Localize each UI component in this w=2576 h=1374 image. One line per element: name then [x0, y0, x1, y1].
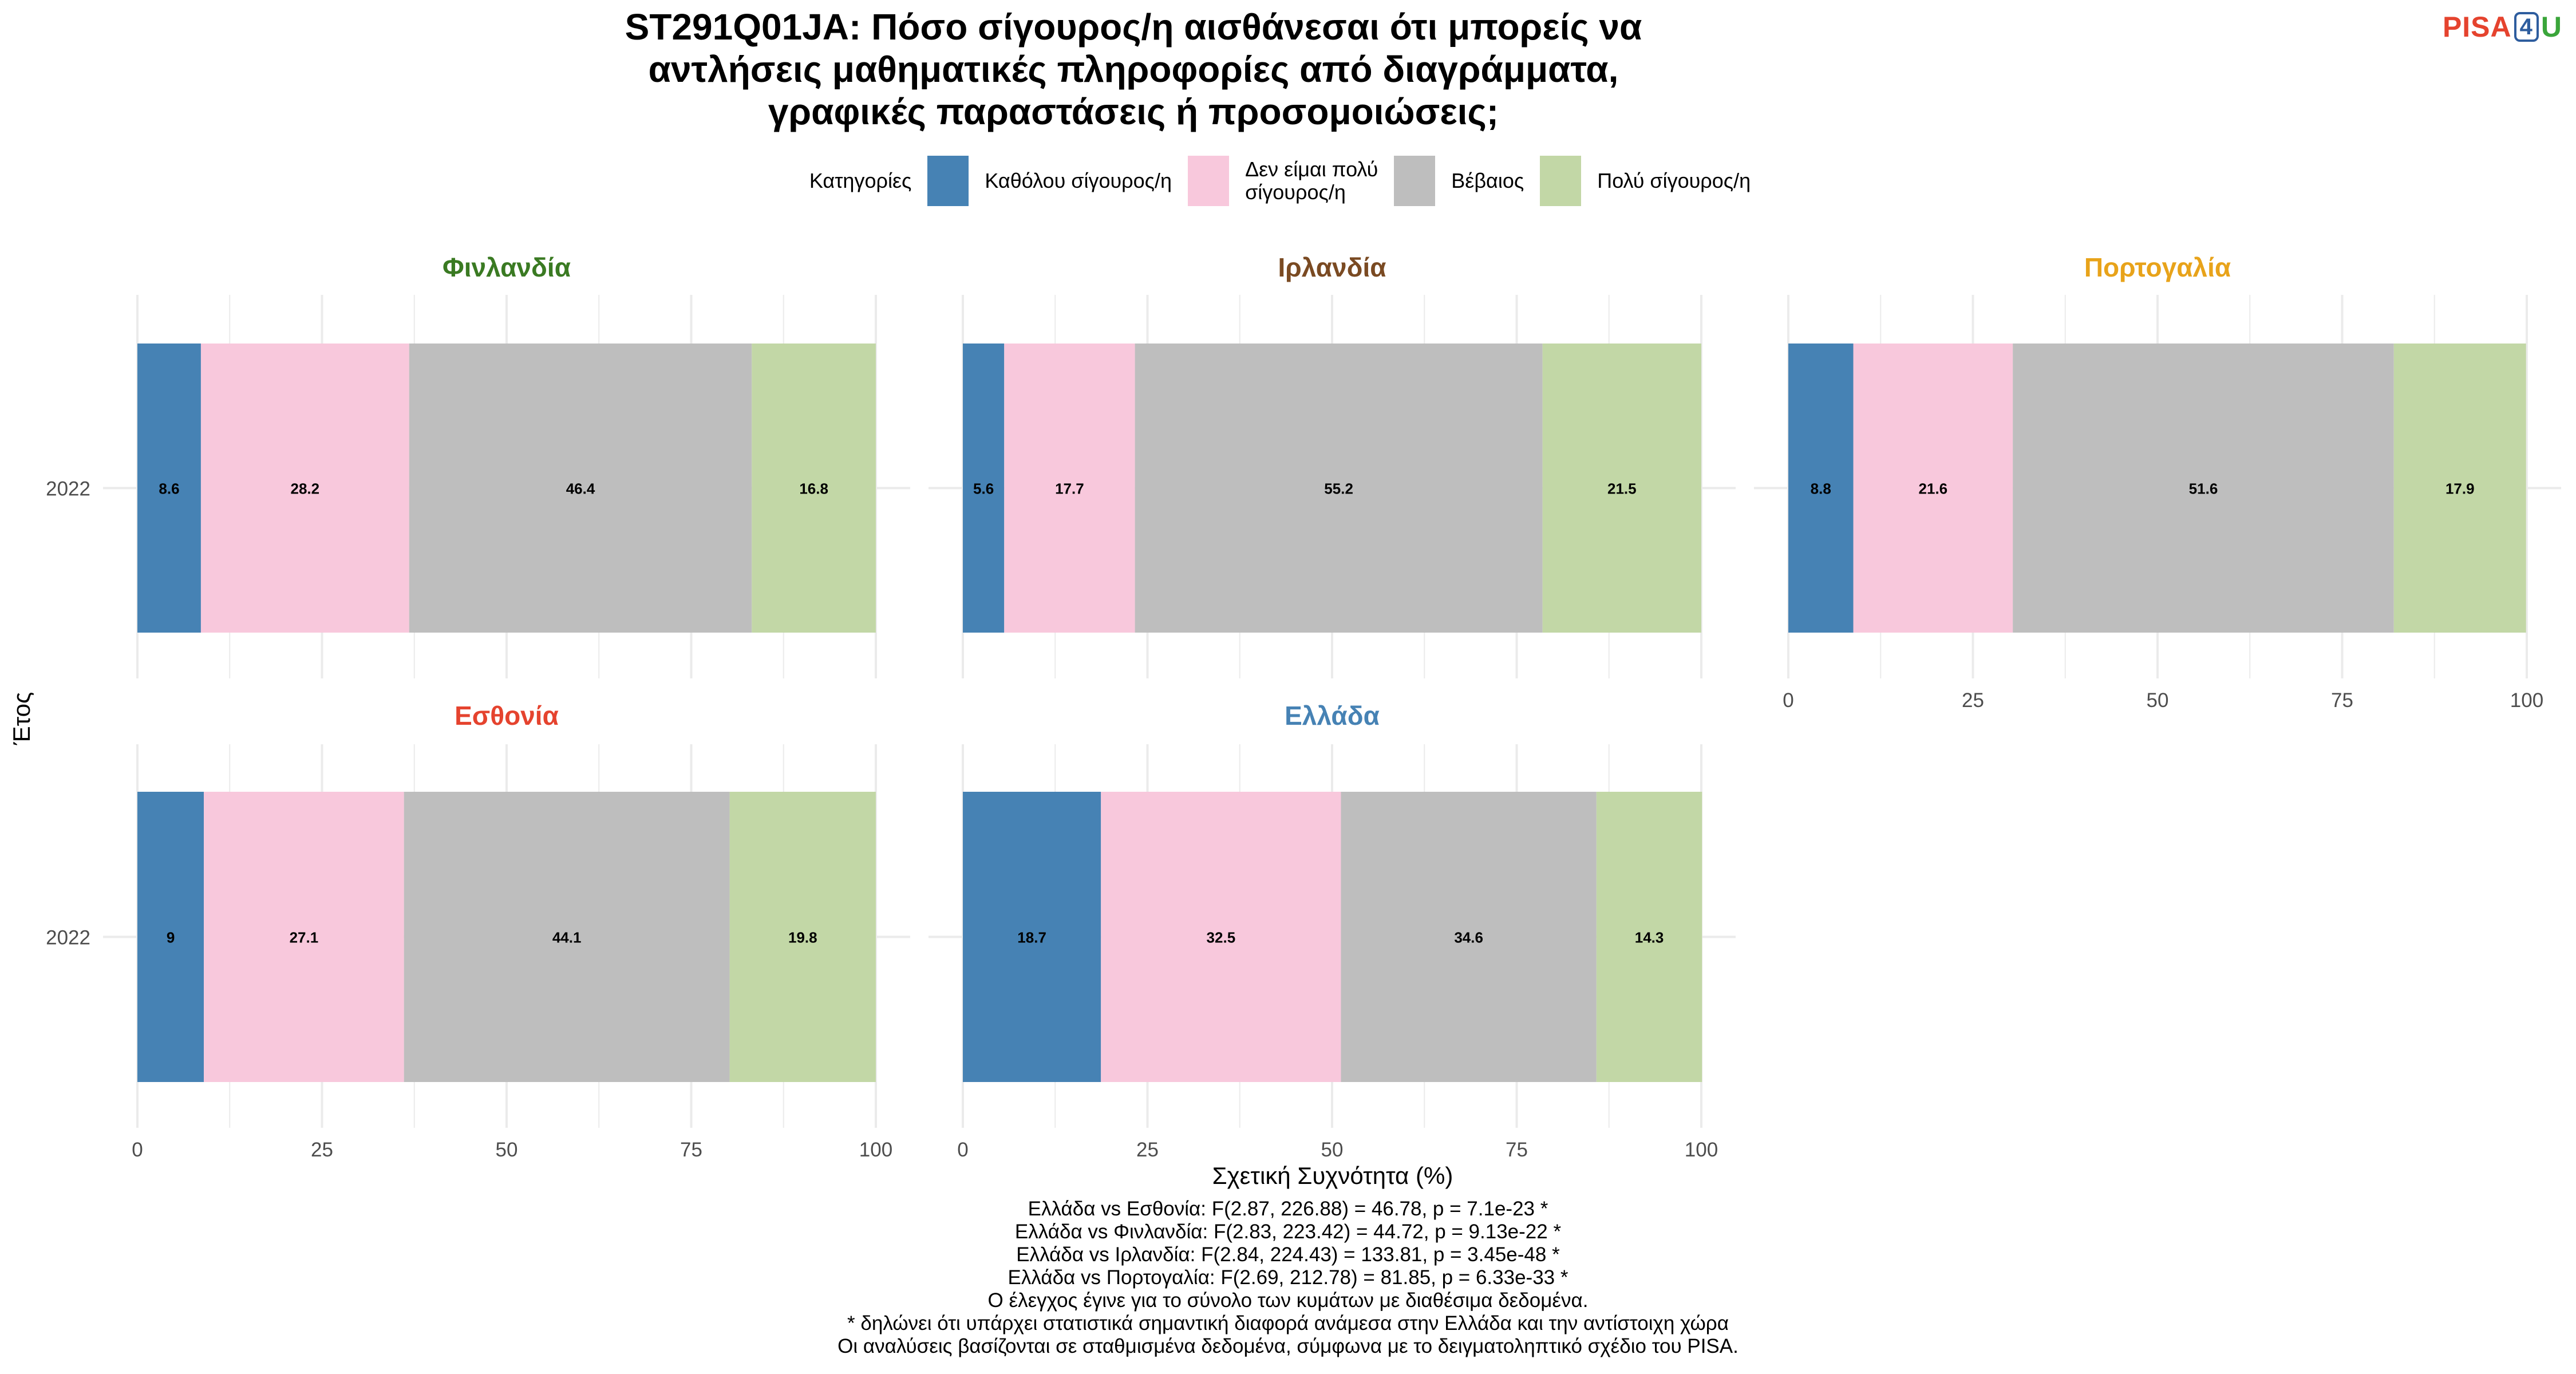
pisa4u-logo: PISA 4 U — [2443, 10, 2562, 44]
footer-line: Ελλάδα vs Πορτογαλία: F(2.69, 212.78) = … — [1008, 1266, 1568, 1289]
facet-3-value-label-not-very-confident: 21.6 — [1919, 480, 1948, 498]
facet-4-bar-confident — [404, 792, 730, 1082]
facet-4-bar-not-very-confident — [204, 792, 404, 1082]
facet-4-bar-not-at-all-confident — [137, 792, 204, 1082]
logo-four-text: 4 — [2514, 12, 2539, 42]
facet-1-bar-very-confident — [752, 344, 876, 633]
logo-u-text: U — [2541, 11, 2562, 43]
legend-swatch — [1394, 156, 1436, 206]
facet-5-x-tick-label: 25 — [1136, 1139, 1159, 1161]
facet-5-x-tick-label: 0 — [957, 1139, 968, 1161]
facet-1-category-label: 2022 — [46, 478, 90, 500]
facet-3-bar-not-at-all-confident — [1788, 344, 1854, 633]
facet-5-bar-very-confident — [1596, 792, 1702, 1082]
facet-4-value-label-confident: 44.1 — [552, 929, 582, 946]
facet-1-bar-confident — [409, 344, 752, 633]
facet-4-title: Εσθονία — [455, 701, 559, 731]
legend: Κατηγορίες Καθόλου σίγουρος/η Δεν είμαι … — [0, 156, 2576, 206]
legend-title: Κατηγορίες — [809, 169, 912, 192]
facet-3-x-tick-label: 100 — [2510, 689, 2543, 712]
legend-label: Βέβαιος — [1451, 169, 1524, 192]
facet-4-bar-very-confident — [729, 792, 876, 1082]
facet-2-bar-very-confident — [1542, 344, 1701, 633]
faceted-stacked-bar-chart: Φινλανδία 2022 8.6 28.2 46.4 16.8 Ιρλανδία 2022… — [8, 252, 2561, 1189]
legend-label: Δεν είμαι πολύ σίγουρος/η — [1245, 157, 1378, 204]
facet-5-bar-not-very-confident — [1101, 792, 1341, 1082]
facet-5-x-tick-label: 75 — [1506, 1139, 1528, 1161]
legend-swatch — [1540, 156, 1582, 206]
footer-line: Ελλάδα vs Φινλανδία: F(2.83, 223.42) = 4… — [1014, 1221, 1562, 1243]
legend-item-very-confident: Πολύ σίγουρος/η — [1540, 156, 1751, 206]
legend-swatch — [1188, 156, 1230, 206]
facet-3-value-label-confident: 51.6 — [2189, 480, 2218, 498]
facet-3-x-tick-label: 25 — [1962, 689, 1984, 712]
facet-3-title: Πορτογαλία — [2084, 252, 2231, 282]
facet-5-bar-not-at-all-confident — [963, 792, 1101, 1082]
facet-5-bar-confident — [1341, 792, 1597, 1082]
x-axis-title: Σχετική Συχνότητα (%) — [1212, 1162, 1453, 1189]
footer-notes: Ελλάδα vs Εσθονία: F(2.87, 226.88) = 46.… — [0, 1198, 2576, 1358]
footer-line: Ο έλεγχος έγινε για το σύνολο των κυμάτω… — [987, 1289, 1589, 1312]
logo-pisa-text: PISA — [2442, 11, 2512, 43]
chart-title: ST291Q01JA: Πόσο σίγουρος/η αισθάνεσαι ό… — [625, 6, 1642, 132]
facet-1-bar-not-at-all-confident — [137, 344, 201, 633]
facet-3-x-tick-label: 0 — [1783, 689, 1793, 712]
facet-4-x-tick-label: 0 — [132, 1139, 143, 1161]
facet-5-value-label-not-at-all-confident: 18.7 — [1017, 929, 1046, 946]
facet-5-title: Ελλάδα — [1285, 701, 1380, 731]
facet-1-bar-not-very-confident — [200, 344, 409, 633]
facet-4-value-label-very-confident: 19.8 — [788, 929, 817, 946]
facet-2-bar-not-at-all-confident — [963, 344, 1005, 633]
facet-3-bar-confident — [2013, 344, 2394, 633]
facet-4-x-tick-label: 50 — [496, 1139, 518, 1161]
facet-2-value-label-not-at-all-confident: 5.6 — [973, 480, 994, 498]
facet-2-value-label-not-very-confident: 17.7 — [1055, 480, 1084, 498]
facet-5-value-label-not-very-confident: 32.5 — [1207, 929, 1236, 946]
facet-2-bar-not-very-confident — [1004, 344, 1135, 633]
legend-item-confident: Βέβαιος — [1394, 156, 1524, 206]
facet-4-category-label: 2022 — [46, 927, 90, 949]
legend-label: Πολύ σίγουρος/η — [1597, 169, 1751, 192]
facet-1-value-label-very-confident: 16.8 — [799, 480, 828, 498]
facet-2-title: Ιρλανδία — [1278, 252, 1386, 282]
facet-1-title: Φινλανδία — [442, 252, 571, 282]
facet-2-value-label-very-confident: 21.5 — [1607, 480, 1637, 498]
facet-4-value-label-not-at-all-confident: 9 — [167, 929, 175, 946]
footer-line: Ελλάδα vs Εσθονία: F(2.87, 226.88) = 46.… — [1028, 1198, 1548, 1220]
facet-5-x-tick-label: 100 — [1685, 1139, 1718, 1161]
facet-2-value-label-confident: 55.2 — [1324, 480, 1353, 498]
facet-3-x-tick-label: 50 — [2147, 689, 2169, 712]
facet-1-value-label-not-at-all-confident: 8.6 — [159, 480, 179, 498]
facet-3-bar-very-confident — [2393, 344, 2526, 633]
facet-1-value-label-confident: 46.4 — [566, 480, 595, 498]
legend-item-not-at-all-confident: Καθόλου σίγουρος/η — [927, 156, 1172, 206]
facet-3-bar-not-very-confident — [1853, 344, 2013, 633]
footer-line: * δηλώνει ότι υπάρχει στατιστικά σημαντι… — [847, 1312, 1729, 1334]
facet-4-x-tick-label: 25 — [311, 1139, 333, 1161]
facet-3-value-label-very-confident: 17.9 — [2445, 480, 2475, 498]
facet-3-value-label-not-at-all-confident: 8.8 — [1811, 480, 1831, 498]
footer-line: Οι αναλύσεις βασίζονται σε σταθμισμένα δ… — [837, 1335, 1739, 1357]
facet-4-x-tick-label: 75 — [680, 1139, 702, 1161]
facet-1-value-label-not-very-confident: 28.2 — [291, 480, 320, 498]
facet-5-value-label-confident: 34.6 — [1454, 929, 1483, 946]
facet-5-value-label-very-confident: 14.3 — [1635, 929, 1664, 946]
footer-line: Ελλάδα vs Ιρλανδία: F(2.84, 224.43) = 13… — [1016, 1243, 1560, 1266]
legend-label: Καθόλου σίγουρος/η — [985, 169, 1172, 192]
facet-2-bar-confident — [1135, 344, 1543, 633]
legend-swatch — [927, 156, 969, 206]
facet-4-value-label-not-very-confident: 27.1 — [290, 929, 319, 946]
legend-item-not-very-confident: Δεν είμαι πολύ σίγουρος/η — [1188, 156, 1378, 206]
facet-4-x-tick-label: 100 — [859, 1139, 892, 1161]
facet-3-x-tick-label: 75 — [2331, 689, 2353, 712]
y-axis-title: Έτος — [8, 692, 35, 746]
facet-5-x-tick-label: 50 — [1321, 1139, 1344, 1161]
